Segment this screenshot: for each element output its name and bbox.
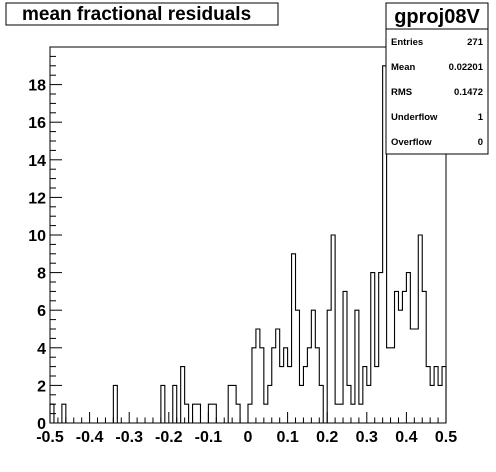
y-tick-label: 6 [37,303,46,320]
x-tick-label: 0.3 [356,429,378,446]
y-tick-label: 10 [28,228,46,245]
x-tick-label: 0.5 [435,429,457,446]
y-tick-label: 4 [37,341,46,358]
stats-label: Underflow [391,112,438,123]
x-tick-label: -0.1 [195,429,223,446]
stats-title: gproj08V [394,6,480,28]
y-tick-label: 2 [37,378,46,395]
y-tick-label: 16 [28,115,46,132]
axes: -0.5 -0.4 -0.3 -0.2 -0.1 0 0.1 0.2 0.3 0.4 0.5 0 2 4 6… [28,55,457,446]
stats-value: 0.1472 [454,87,483,98]
histogram-bars [49,65,447,424]
title-box-border [5,2,279,26]
plot-frame [49,46,447,424]
x-tick-label: 0 [244,429,253,446]
stats-label: Mean [391,62,415,73]
x-tick-label: 0.4 [395,429,417,446]
stats-value: 0.02201 [449,62,484,73]
stats-box-border [385,2,489,155]
y-tick-label: 18 [28,78,46,95]
stats-box: gproj08V Entries 271 Mean 0.02201 RMS 0.1472 U… [385,2,489,155]
stats-value: 1 [478,112,484,123]
stats-value: 0 [478,137,483,148]
stats-label: Overflow [391,137,432,148]
x-tick-label: -0.4 [76,429,104,446]
x-tick-label: -0.5 [36,429,64,446]
y-tick-label: 12 [28,190,46,207]
y-tick-label: 0 [37,416,46,433]
x-tick-label: -0.3 [115,429,143,446]
x-tick-label: 0.1 [276,429,298,446]
x-tick-label: -0.2 [155,429,183,446]
chart-title: mean fractional residuals [22,4,251,25]
stats-label: Entries [391,37,423,48]
stats-value: 271 [467,37,484,48]
title-box: mean fractional residuals [5,2,279,26]
x-tick-label: 0.2 [316,429,338,446]
y-tick-label: 8 [37,266,46,283]
histogram-outline [49,65,447,424]
stats-label: RMS [391,87,412,98]
y-tick-label: 14 [28,153,46,170]
